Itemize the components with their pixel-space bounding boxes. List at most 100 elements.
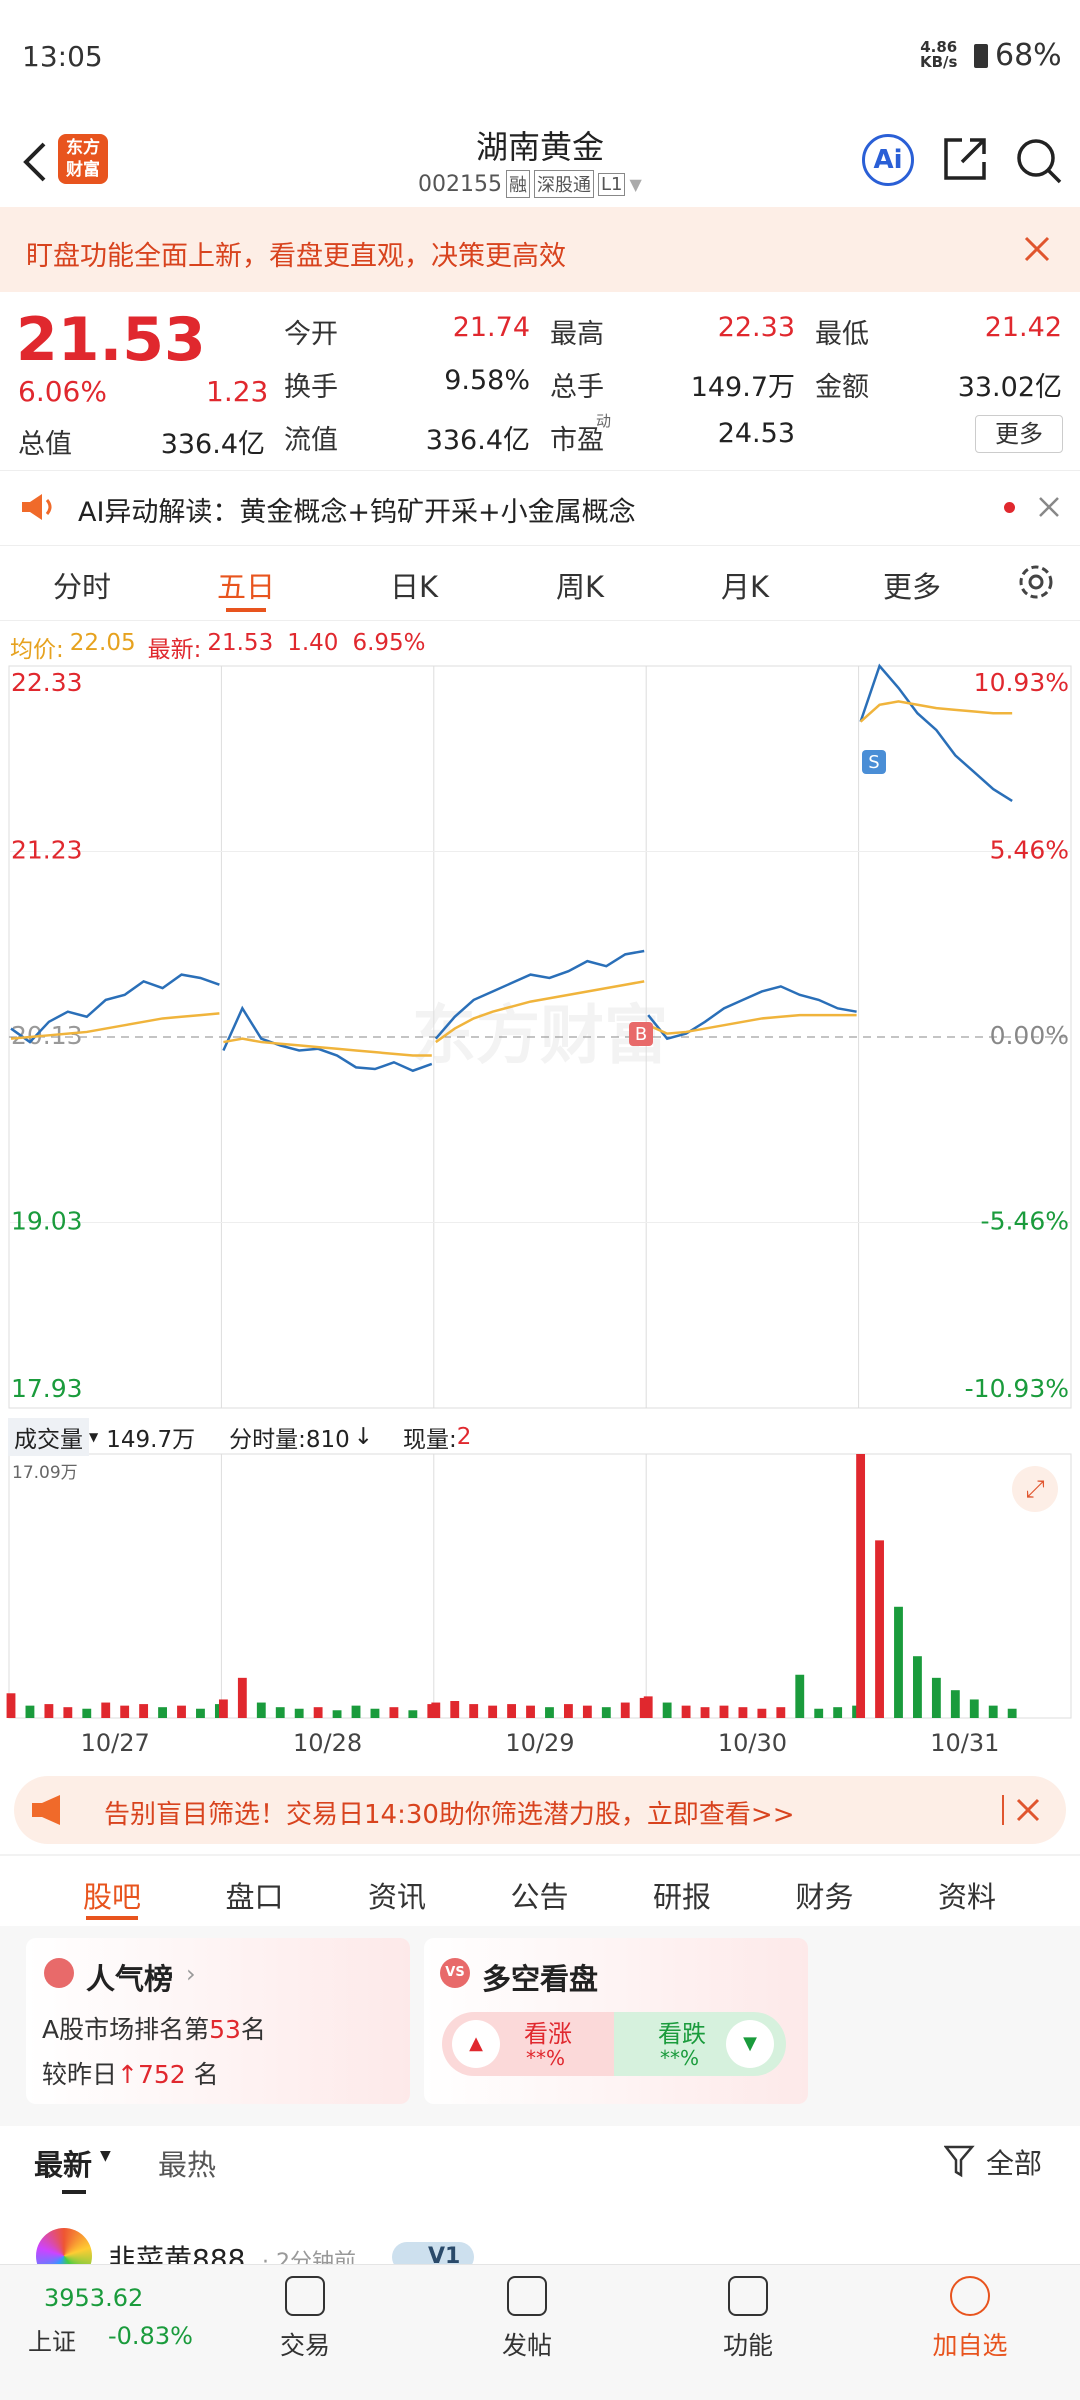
info-tab[interactable]: 研报 — [652, 1880, 711, 1914]
tag: 深股通 — [533, 170, 594, 198]
ad-separator — [1002, 1795, 1004, 1825]
field-value: 336.4亿 — [425, 425, 530, 456]
field-label: 流值 — [284, 425, 338, 456]
chart: 东方财富22.3321.2320.1319.0317.9310.93%5.46%… — [6, 663, 1072, 1757]
share-button[interactable] — [940, 134, 990, 184]
volume-header: 成交量 ▼ 149.7万 分时量:810 ↓ 现量: 2 — [8, 1418, 471, 1456]
field-label: 最低 — [815, 319, 869, 350]
tab-indicator — [86, 1916, 138, 1920]
chart-tab[interactable]: 周K — [555, 570, 605, 604]
y2-tick-label: -10.93% — [965, 1374, 1069, 1403]
popularity-card[interactable] — [26, 1938, 410, 2104]
chart-tab[interactable]: 月K — [720, 570, 770, 604]
search-button[interactable] — [1012, 134, 1066, 188]
buy-marker-text: B — [635, 1024, 647, 1045]
stock-name: 湖南黄金 — [475, 128, 604, 166]
volume-label[interactable]: 成交量 — [8, 1418, 89, 1456]
volume-bar — [776, 1707, 786, 1718]
bear-label: 看跌 — [658, 2020, 706, 2048]
x-tick-label: 10/31 — [930, 1729, 999, 1757]
volume-bar — [431, 1702, 441, 1718]
info-tab[interactable]: 资讯 — [367, 1880, 426, 1914]
volume-bar — [795, 1674, 805, 1718]
volume-bar — [545, 1707, 554, 1718]
price-line — [222, 1005, 433, 1073]
filter[interactable]: 全部 — [986, 2147, 1043, 2180]
change: 1.23 — [206, 375, 269, 408]
compare-prefix: 较昨日 — [42, 2060, 118, 2089]
buy-marker — [629, 1022, 653, 1046]
volume-bar — [620, 1702, 630, 1718]
filter-icon — [944, 2145, 975, 2178]
nav-item[interactable]: 交易 — [279, 2331, 330, 2360]
volume-bar — [1007, 1708, 1017, 1718]
chart-tab[interactable]: 日K — [389, 570, 439, 604]
ad-close[interactable] — [1016, 1798, 1040, 1822]
y2-tick-label: 0.00% — [990, 1021, 1069, 1050]
volume-bar — [507, 1704, 517, 1718]
ai-close[interactable] — [1038, 496, 1060, 518]
info-tab[interactable]: 盘口 — [225, 1880, 284, 1914]
ad-banner[interactable] — [14, 1776, 1066, 1844]
compare-suffix: 名 — [193, 2060, 219, 2089]
price-line — [10, 1012, 220, 1040]
volume-bar — [196, 1708, 205, 1718]
rank: 53 — [209, 2015, 241, 2044]
volume-bar — [332, 1710, 342, 1718]
change-pct: 6.06% — [18, 375, 107, 408]
price-line — [435, 980, 645, 1044]
chevron: › — [186, 1960, 196, 1988]
field-value: 336.4亿 — [160, 429, 265, 460]
compare-value: 752 — [137, 2060, 186, 2089]
banner-close[interactable] — [1024, 236, 1050, 262]
nav-item[interactable]: 功能 — [722, 2331, 773, 2360]
fullscreen-button[interactable]: ⤢ — [1012, 1466, 1058, 1512]
index-change: -0.83% — [108, 2322, 193, 2350]
chart-tab[interactable]: 分时 — [52, 570, 111, 604]
field-value: 21.42 — [984, 312, 1062, 343]
feed-tab-latest[interactable]: 最新 — [34, 2148, 93, 2182]
volume-bar — [158, 1707, 167, 1718]
info-tab[interactable]: 公告 — [510, 1880, 569, 1914]
nav-icon — [285, 2276, 325, 2316]
nav-item[interactable]: 发帖 — [501, 2331, 552, 2360]
sell-marker — [862, 750, 886, 774]
rank-line: A股市场排名第53名 — [42, 2010, 266, 2046]
chart-tab[interactable]: 更多 — [882, 570, 941, 604]
field-value: 24.53 — [717, 418, 795, 449]
field-label: 总手 — [550, 372, 604, 403]
volume-bar — [913, 1656, 922, 1718]
logo-bottom: 财富 — [66, 160, 100, 180]
ad-icon — [32, 1795, 60, 1825]
info-tab[interactable]: 股吧 — [82, 1880, 141, 1914]
battery-icon — [974, 44, 988, 68]
price-line — [859, 700, 1013, 723]
volume-bar — [313, 1707, 323, 1718]
feed-tab-hot[interactable]: 最热 — [158, 2148, 217, 2182]
field-label: 今开 — [284, 319, 338, 350]
chart-tab[interactable]: 五日 — [216, 570, 275, 604]
field-value: 21.74 — [452, 312, 530, 343]
speaker-icon — [22, 494, 52, 520]
ai-interpretation[interactable]: AI异动解读：黄金概念+钨矿开采+小金属概念 — [78, 497, 636, 528]
info-tab[interactable]: 财务 — [795, 1880, 854, 1914]
compare-line: 较昨日↑752 名 — [42, 2060, 219, 2089]
ad-text[interactable]: 告别盲目筛选！交易日14:30助你筛选潜力股，立即查看>> — [104, 1800, 795, 1830]
settings-button[interactable] — [1016, 562, 1056, 602]
feed-tab-indicator — [62, 2190, 86, 2194]
more-button[interactable]: 更多 — [975, 415, 1063, 453]
tab-indicator — [226, 608, 266, 612]
volume-bar — [237, 1677, 247, 1718]
speed: 4.86 — [920, 38, 958, 56]
volume-bar — [894, 1606, 903, 1718]
volume-bar — [389, 1707, 399, 1718]
back-button[interactable] — [14, 138, 54, 186]
volume-bar — [450, 1701, 460, 1718]
ai-button[interactable]: Ai — [862, 134, 914, 186]
volume-bar — [563, 1704, 573, 1718]
volume-bar — [662, 1702, 672, 1718]
nav-item[interactable]: 加自选 — [932, 2331, 1008, 2360]
info-tab[interactable]: 资料 — [937, 1880, 996, 1914]
y-tick-label: 17.93 — [11, 1374, 83, 1403]
